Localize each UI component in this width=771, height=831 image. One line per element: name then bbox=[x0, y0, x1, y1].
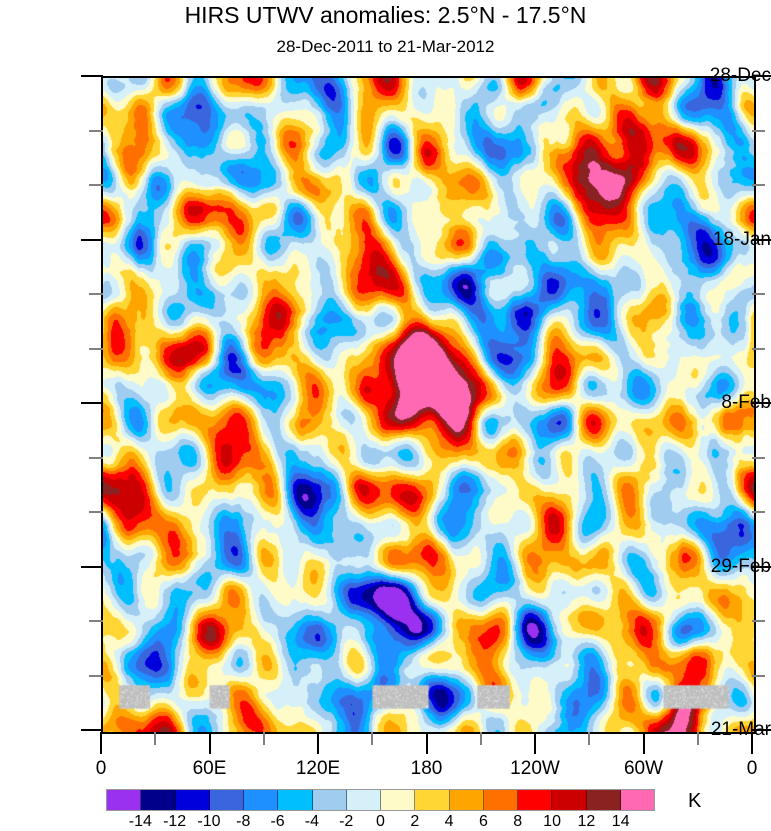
y-tick-major-right bbox=[752, 565, 771, 568]
x-tick-minor bbox=[262, 732, 265, 745]
colorbar-swatch bbox=[586, 790, 621, 810]
y-tick-label: 8-Feb bbox=[721, 392, 771, 413]
y-tick-minor-right bbox=[752, 129, 765, 132]
y-tick-major bbox=[81, 238, 103, 241]
x-tick-minor bbox=[696, 732, 699, 745]
colorbar-tick-label: -4 bbox=[304, 813, 319, 830]
page-title: HIRS UTWV anomalies: 2.5°N - 17.5°N bbox=[184, 2, 587, 28]
colorbar-tick-label: 2 bbox=[410, 813, 420, 830]
colorbar-tick-label: -6 bbox=[270, 813, 285, 830]
x-tick-major bbox=[100, 732, 102, 754]
x-tick-label: 0 bbox=[746, 758, 758, 779]
colorbar bbox=[106, 789, 655, 811]
colorbar-swatch bbox=[518, 790, 553, 810]
colorbar-swatch bbox=[346, 790, 381, 810]
y-tick-minor bbox=[89, 293, 103, 295]
y-tick-major bbox=[81, 75, 103, 77]
page-subtitle: 28-Dec-2011 to 21-Mar-2012 bbox=[276, 37, 495, 56]
colorbar-tick-label: 10 bbox=[543, 813, 561, 830]
y-tick-minor-right bbox=[752, 184, 765, 186]
contour-field bbox=[103, 78, 754, 732]
y-tick-label: 18-Jan bbox=[712, 228, 771, 250]
x-tick-major bbox=[751, 732, 753, 754]
x-tick-label: 60E bbox=[192, 758, 227, 779]
colorbar-tick-label: -2 bbox=[339, 813, 354, 830]
plot-area bbox=[101, 76, 756, 734]
colorbar-swatch bbox=[312, 790, 347, 810]
colorbar-tick-label: 14 bbox=[611, 813, 630, 830]
y-tick-major-right bbox=[752, 402, 771, 404]
y-tick-minor bbox=[89, 184, 103, 186]
colorbar-swatch bbox=[483, 790, 518, 810]
x-tick-label: 120W bbox=[510, 758, 560, 779]
colorbar-swatch bbox=[209, 790, 244, 810]
colorbar-swatch bbox=[415, 790, 450, 810]
y-tick-minor bbox=[89, 674, 103, 677]
colorbar-swatch bbox=[107, 790, 142, 810]
y-tick-major-right bbox=[752, 75, 771, 77]
y-tick-major-right bbox=[752, 729, 771, 731]
y-tick-minor bbox=[89, 347, 103, 350]
colorbar-tick-label: 8 bbox=[513, 813, 523, 830]
y-tick-minor bbox=[89, 456, 103, 459]
colorbar-tick-label: 6 bbox=[478, 813, 488, 830]
x-tick-label: 60W bbox=[623, 758, 664, 779]
x-tick-major bbox=[425, 732, 428, 754]
y-tick-major bbox=[81, 729, 103, 731]
colorbar-swatch bbox=[278, 790, 313, 810]
y-tick-minor-right bbox=[752, 347, 765, 350]
x-tick-major bbox=[208, 732, 211, 754]
colorbar-tick-label: -8 bbox=[236, 813, 251, 830]
x-tick-label: 120E bbox=[295, 758, 341, 779]
colorbar-swatch bbox=[449, 790, 484, 810]
y-tick-minor-right bbox=[752, 511, 765, 513]
y-tick-minor bbox=[89, 129, 103, 132]
colorbar-tick-label: 4 bbox=[444, 813, 454, 830]
y-tick-minor bbox=[89, 511, 103, 513]
x-tick-minor bbox=[371, 732, 374, 745]
y-tick-label: 29-Feb bbox=[710, 555, 771, 577]
x-tick-label: 0 bbox=[95, 758, 107, 779]
x-tick-major bbox=[534, 732, 536, 754]
y-tick-major-right bbox=[752, 238, 771, 241]
colorbar-swatch bbox=[244, 790, 279, 810]
colorbar-tick-label: -10 bbox=[197, 813, 221, 830]
y-tick-major bbox=[81, 565, 103, 568]
colorbar-tick-label: 0 bbox=[376, 813, 385, 830]
colorbar-swatch bbox=[175, 790, 210, 810]
y-tick-minor-right bbox=[752, 674, 765, 677]
y-tick-minor-right bbox=[752, 293, 765, 295]
colorbar-unit-label: K bbox=[688, 790, 702, 812]
colorbar-tick-label: -12 bbox=[163, 813, 187, 830]
y-tick-minor-right bbox=[752, 620, 765, 622]
colorbar-swatch bbox=[141, 790, 176, 810]
colorbar-swatch bbox=[620, 790, 654, 810]
y-tick-major bbox=[81, 402, 103, 404]
colorbar-tick-label: -14 bbox=[128, 813, 152, 830]
x-tick-minor bbox=[479, 732, 482, 745]
x-tick-label: 180 bbox=[410, 758, 443, 779]
y-tick-minor-right bbox=[752, 456, 765, 459]
colorbar-tick-label: 12 bbox=[577, 813, 596, 830]
y-tick-minor bbox=[89, 620, 103, 622]
x-tick-major bbox=[642, 732, 645, 754]
colorbar-swatch bbox=[381, 790, 416, 810]
x-tick-major bbox=[317, 732, 319, 754]
y-tick-label: 21-Mar bbox=[710, 719, 771, 740]
x-tick-minor bbox=[588, 732, 591, 745]
y-tick-label: 28-Dec bbox=[709, 65, 771, 86]
colorbar-swatch bbox=[552, 790, 587, 810]
x-tick-minor bbox=[154, 732, 157, 745]
